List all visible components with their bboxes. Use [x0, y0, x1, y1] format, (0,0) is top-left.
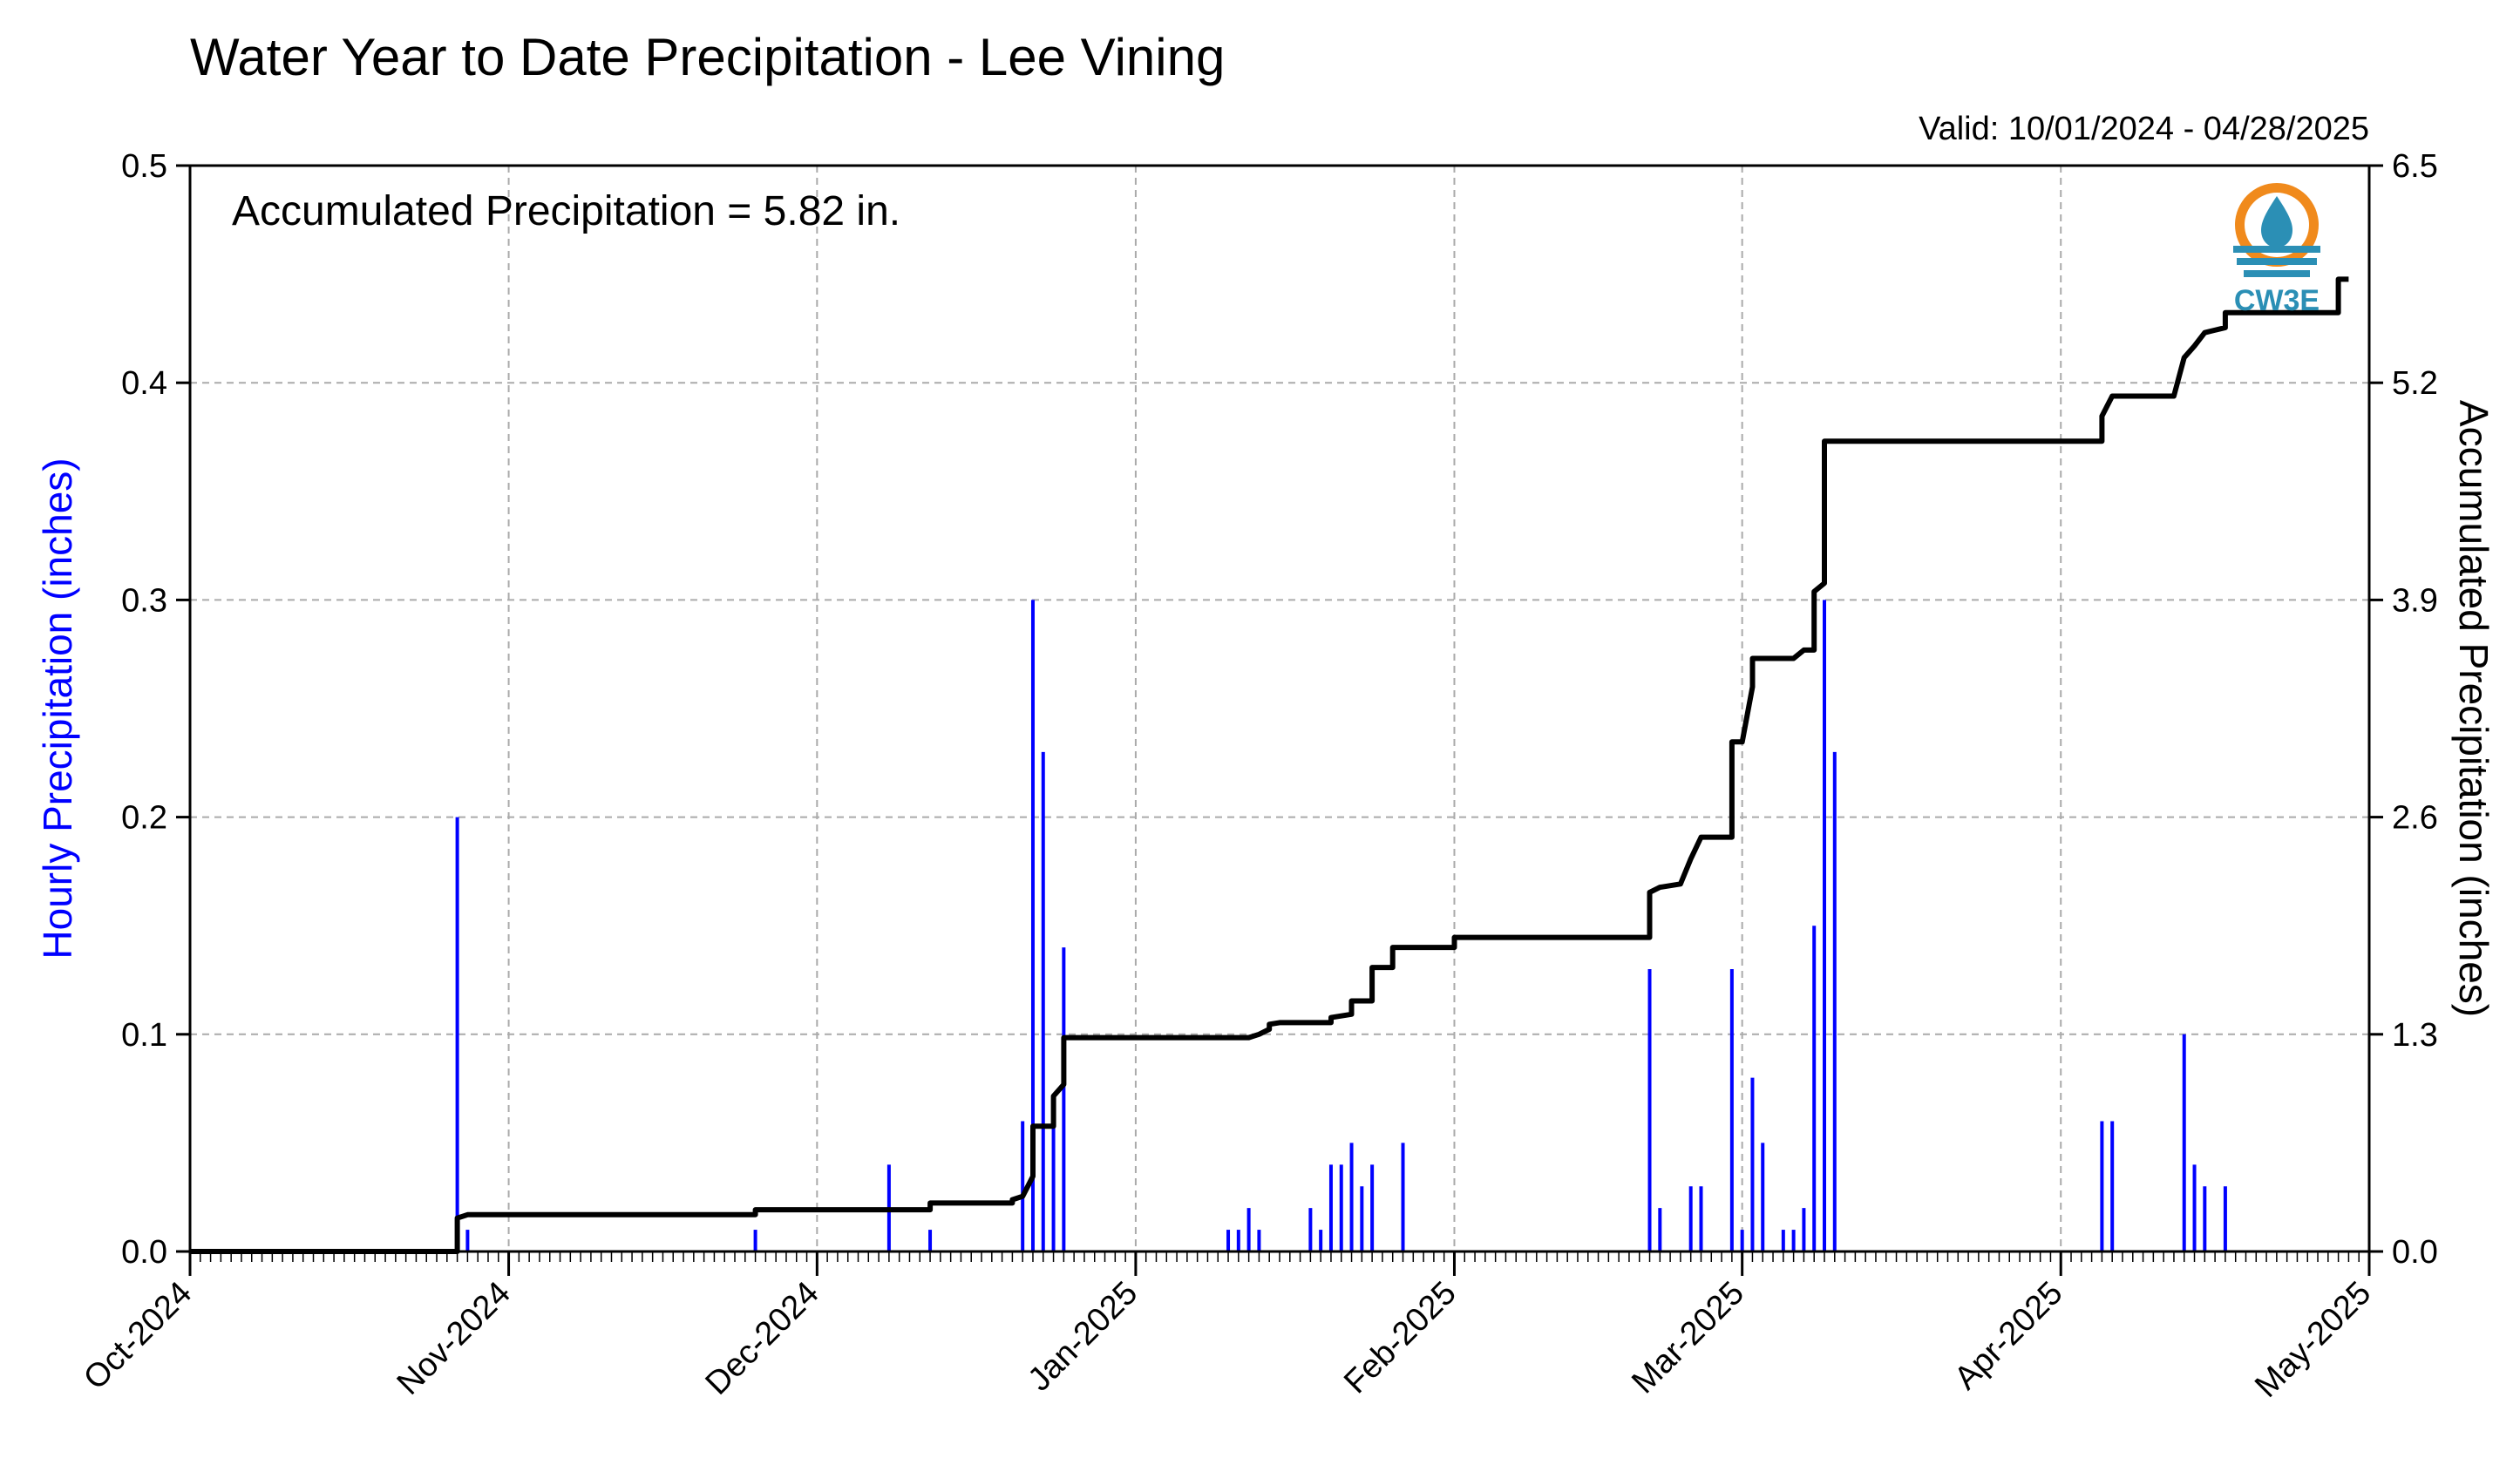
- y-axis-left-label: Hourly Precipitation (inches): [35, 458, 80, 959]
- y-left-tick-label: 0.0: [121, 1234, 167, 1271]
- logo-wave-icon: [2233, 246, 2320, 253]
- y-left-tick-label: 0.3: [121, 582, 167, 619]
- y-right-tick-label: 2.6: [2392, 800, 2438, 837]
- y-right-tick-label: 5.2: [2392, 365, 2438, 402]
- cw3e-logo: CW3E: [2233, 183, 2320, 317]
- accumulated-precipitation-line: [190, 276, 2349, 1254]
- y-right-tick-label: 1.3: [2392, 1017, 2438, 1054]
- y-axis-left: 0.0 0.1 0.2 0.3 0.4 0.5: [121, 148, 190, 1271]
- y-axis-right-label: Accumulated Precipitation (inches): [2451, 400, 2496, 1017]
- valid-date-range: Valid: 10/01/2024 - 04/28/2025: [1919, 111, 2369, 147]
- y-left-tick-label: 0.1: [121, 1017, 167, 1054]
- hourly-precipitation-bars: [455, 600, 2227, 1251]
- y-left-tick-label: 0.5: [121, 148, 167, 185]
- logo-water-drop-icon: [2261, 196, 2292, 248]
- y-left-tick-label: 0.2: [121, 800, 167, 837]
- y-right-tick-label: 3.9: [2392, 582, 2438, 619]
- y-left-tick-label: 0.4: [121, 365, 167, 402]
- logo-text: CW3E: [2234, 284, 2320, 317]
- grid-lines: [190, 166, 2369, 1251]
- accumulated-total-annotation: Accumulated Precipitation = 5.82 in.: [232, 188, 900, 234]
- logo-wave-icon: [2237, 258, 2317, 265]
- accumulated-precip-line: [190, 276, 2349, 1254]
- y-axis-right: 0.0 1.3 2.6 3.9 5.2 6.5: [2369, 148, 2438, 1271]
- y-right-tick-label: 0.0: [2392, 1234, 2438, 1271]
- chart-title: Water Year to Date Precipitation - Lee V…: [190, 28, 1225, 86]
- logo-wave-icon: [2244, 270, 2310, 277]
- y-right-tick-label: 6.5: [2392, 148, 2438, 185]
